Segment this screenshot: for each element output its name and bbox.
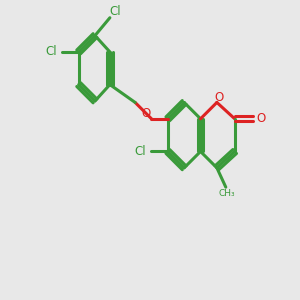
Text: Cl: Cl [134, 145, 146, 158]
Text: O: O [142, 107, 151, 120]
Text: CH₃: CH₃ [218, 189, 235, 198]
Text: Cl: Cl [110, 5, 121, 18]
Text: Cl: Cl [45, 45, 57, 58]
Text: O: O [214, 91, 224, 103]
Text: O: O [256, 112, 266, 125]
